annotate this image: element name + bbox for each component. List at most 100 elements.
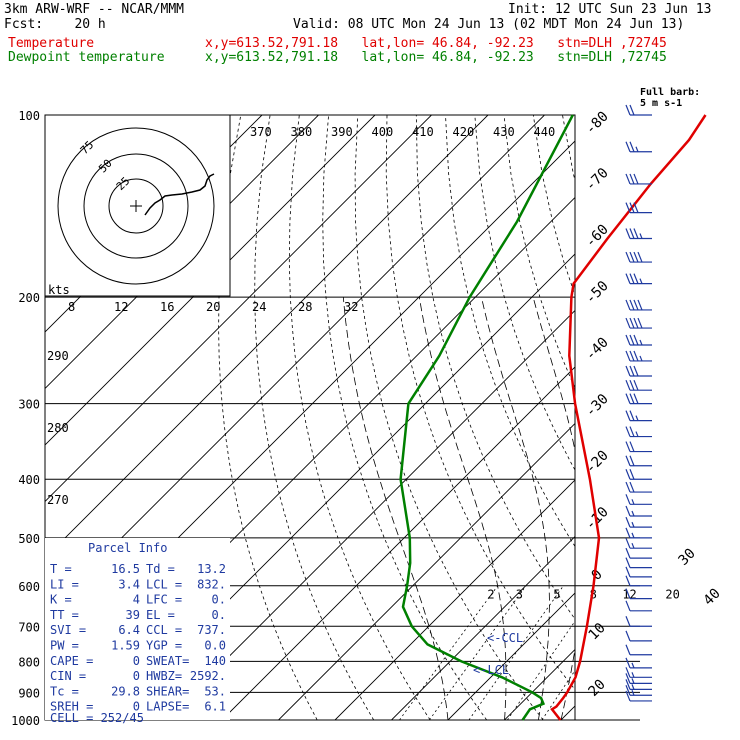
parcel-key: K = xyxy=(50,593,72,607)
parcel-value: 0. xyxy=(212,593,226,607)
hodograph-trace xyxy=(144,173,215,216)
temperature-tick-label: -40 xyxy=(583,335,612,364)
parcel-value: 0 xyxy=(133,669,140,683)
parcel-value: 53. xyxy=(204,684,226,698)
wind-barb xyxy=(625,684,652,696)
wind-barb xyxy=(625,616,652,627)
theta-label: 420 xyxy=(453,125,475,139)
dry-adiabat xyxy=(445,115,575,548)
parcel-key: SVI = xyxy=(50,623,86,637)
temperature-tick-label: -80 xyxy=(583,109,612,138)
isotherm-line xyxy=(278,422,575,720)
parcel-key: LFC = xyxy=(146,593,182,607)
kts-tick: 12 xyxy=(114,300,128,314)
parcel-key: Td = xyxy=(146,562,175,576)
parcel-value: 832. xyxy=(197,577,226,591)
wind-barb xyxy=(625,393,652,405)
kts-tick: 8 xyxy=(68,300,75,314)
pressure-label: 900 xyxy=(18,686,40,700)
kts-tick: 32 xyxy=(344,300,358,314)
isotherm-line xyxy=(45,115,489,559)
wind-barb xyxy=(625,575,652,587)
mixing-ratio-line xyxy=(507,620,575,720)
parcel-value: 13.2 xyxy=(197,562,226,576)
kts-tick: 20 xyxy=(206,300,220,314)
parcel-value: 0 xyxy=(133,654,140,668)
mixing-ratio-labels: 2 3 5 8 12 20 xyxy=(487,587,680,601)
theta-left-label: 290 xyxy=(47,349,69,363)
wind-barb xyxy=(625,667,652,678)
parcel-key: T = xyxy=(50,562,72,576)
theta-label: 440 xyxy=(534,125,556,139)
hodograph-ring xyxy=(83,153,189,259)
isotherm-line xyxy=(221,366,575,720)
parcel-value: 1.59 xyxy=(111,639,140,653)
wind-barb xyxy=(625,334,652,346)
parcel-value: 0. xyxy=(212,608,226,622)
dry-adiabat xyxy=(680,115,740,720)
mixing-ratio-line xyxy=(541,669,575,720)
wind-barb xyxy=(625,469,652,480)
parcel-value: 3.4 xyxy=(118,577,140,591)
wind-barb xyxy=(625,588,652,600)
mixing-ratio-label: 20 xyxy=(665,587,679,601)
wind-barb xyxy=(625,350,652,362)
parcel-key: EL = xyxy=(146,608,175,622)
wind-barb xyxy=(625,317,652,329)
dry-adiabat xyxy=(415,115,575,620)
hodograph-ring xyxy=(108,178,164,234)
temperature-tick-label: 20 xyxy=(586,677,609,700)
dry-adiabat xyxy=(503,115,575,389)
parcel-key: PW = xyxy=(50,639,79,653)
theta-label: 430 xyxy=(493,125,515,139)
isotherm-line xyxy=(45,115,376,446)
parcel-value: 6.4 xyxy=(118,623,140,637)
parcel-value: 29.8 xyxy=(111,684,140,698)
pressure-label: 500 xyxy=(18,532,40,546)
dewpoint-station-info: x,y=613.52,791.18 lat,lon= 46.84, -92.23… xyxy=(205,50,667,65)
temperature-tick-label: 40 xyxy=(701,586,724,609)
parcel-key: SWEAT= xyxy=(146,654,189,668)
mixing-ratio-label: 5 xyxy=(553,587,560,601)
wind-barb xyxy=(625,537,652,549)
dry-adiabat xyxy=(254,115,375,720)
wind-barb xyxy=(625,251,652,263)
temperature-tick-label: 0 xyxy=(589,567,606,584)
dry-adiabat xyxy=(354,115,544,720)
parcel-key: CAPE = xyxy=(50,654,93,668)
wind-barb xyxy=(625,299,652,311)
init-time: Init: 12 UTC Sun 23 Jun 13 xyxy=(508,2,712,17)
moist-adiabat xyxy=(481,297,550,720)
mixing-ratio-line xyxy=(588,586,675,720)
wind-barb xyxy=(625,566,652,578)
parcel-value: 4 xyxy=(133,593,140,607)
pressure-label: 100 xyxy=(18,109,40,123)
wind-barb xyxy=(625,494,652,505)
wind-barb xyxy=(625,228,652,240)
dry-adiabat xyxy=(650,115,740,720)
wind-barb xyxy=(625,516,652,528)
parcel-key: LCL = xyxy=(146,577,182,591)
wind-barb xyxy=(625,365,652,377)
moist-adiabat xyxy=(532,296,575,720)
isotherm-line xyxy=(334,479,575,720)
parcel-value: 16.5 xyxy=(111,562,140,576)
wind-barb xyxy=(625,141,652,153)
wind-barb xyxy=(625,481,652,493)
temperature-tick-label: -50 xyxy=(583,278,612,307)
parcel-value: 6.1 xyxy=(204,700,226,714)
theta-left-label: 280 xyxy=(47,421,69,435)
dry-adiabat xyxy=(218,115,318,720)
pressure-label: 700 xyxy=(18,620,40,634)
theta-label: 410 xyxy=(412,125,434,139)
dewpoint-profile xyxy=(399,114,574,721)
parcel-value: 2592. xyxy=(190,669,226,683)
theta-label: 390 xyxy=(331,125,353,139)
kts-tick: 24 xyxy=(252,300,266,314)
parcel-key: HWBZ= xyxy=(146,669,182,683)
parcel-key: LAPSE= xyxy=(146,700,189,714)
wind-barb xyxy=(625,426,652,438)
